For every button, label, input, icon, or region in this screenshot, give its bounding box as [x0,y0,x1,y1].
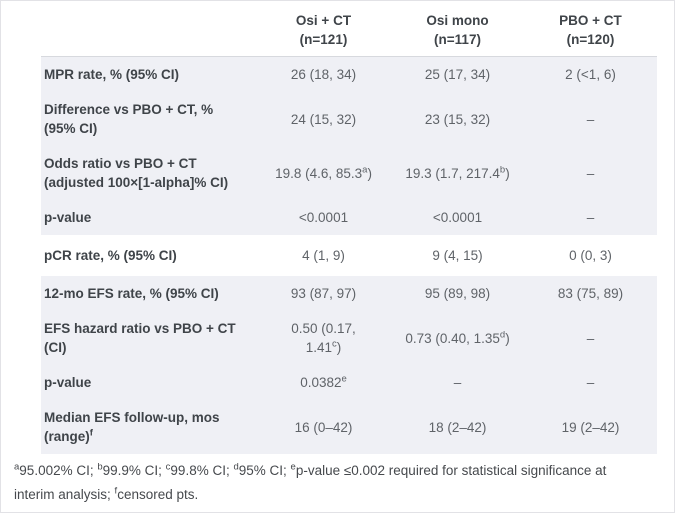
cell-value: – [586,165,595,181]
cell-value: 16 (0–42) [294,419,353,435]
row-label: p-value [44,210,92,225]
table-row: pCR rate, % (95% CI) 4 (1, 9) 9 (4, 15) 0 (… [41,235,657,276]
cell-value: 23 (15, 32) [424,111,491,127]
row-label: pCR rate, % (95% CI) [44,248,177,263]
column-header-n: (n=120) [566,32,615,47]
cell-value: 0.50 (0.17, 1.41c) [291,321,356,355]
table-row: p-value <0.0001 <0.0001 – [41,200,657,235]
cell-value: 24 (15, 32) [290,111,357,127]
column-header-n: (n=121) [299,32,348,47]
cell-value: 0 (0, 3) [569,248,612,263]
column-header-osi-ct: Osi + CT (n=121) [256,11,391,49]
cell-value: 25 (17, 34) [424,67,491,82]
table-row: MPR rate, % (95% CI) 26 (18, 34) 25 (17, 3… [41,57,657,92]
cell-value: – [586,330,595,346]
table-row: 12-mo EFS rate, % (95% CI) 93 (87, 97) 95 … [41,276,657,311]
cell-value: 83 (75, 89) [557,286,624,301]
column-header-pbo-ct: PBO + CT (n=120) [524,11,657,49]
cell-value: 19 (2–42) [561,419,620,435]
column-header-title: Osi mono [426,13,489,28]
cell-value: <0.0001 [432,210,483,225]
cell-value: 0.73 (0.40, 1.35d) [405,329,510,346]
cell-value: 2 (<1, 6) [565,67,616,82]
table-row: Median EFS follow-up, mos (range)f 16 (0–… [41,400,657,454]
table-row: Odds ratio vs PBO + CT (adjusted 100×[1-… [41,146,657,200]
column-header-n: (n=117) [434,32,481,47]
cell-value: 95 (89, 98) [424,286,491,301]
row-label: Median EFS follow-up, mos (range)f [44,410,220,444]
row-label: EFS hazard ratio vs PBO + CT (CI) [44,321,236,355]
cell-value: 19.3 (1.7, 217.4b) [405,164,510,181]
cell-value: 93 (87, 97) [290,286,357,301]
row-label: Difference vs PBO + CT, % (95% CI) [44,102,214,136]
cell-value: – [453,375,462,390]
cell-value: – [586,210,595,225]
cell-value: 26 (18, 34) [290,67,357,82]
row-label: Odds ratio vs PBO + CT (adjusted 100×[1-… [44,156,229,190]
table-header-row: Osi + CT (n=121) Osi mono (n=117) PBO + … [41,1,657,56]
row-label: 12-mo EFS rate, % (95% CI) [44,286,219,301]
table-row: p-value 0.0382e – – [41,365,657,400]
column-header-title: PBO + CT [559,13,622,28]
cell-value: – [586,111,595,127]
table-body: MPR rate, % (95% CI) 26 (18, 34) 25 (17, 3… [41,56,657,454]
table-row: EFS hazard ratio vs PBO + CT (CI) 0.50 (0… [41,311,657,365]
column-header-title: Osi + CT [295,13,352,28]
cell-value: – [586,375,595,390]
table-row: Difference vs PBO + CT, % (95% CI) 24 (15… [41,92,657,146]
cell-value: 19.8 (4.6, 85.3a) [275,164,372,181]
row-label: p-value [44,375,92,390]
row-label: MPR rate, % (95% CI) [44,67,180,82]
row-label-column-spacer [41,11,256,49]
cell-value: 18 (2–42) [428,419,487,435]
cell-value: 0.0382e [300,373,347,390]
column-header-osi-mono: Osi mono (n=117) [391,11,524,49]
footnote: a95.002% CI; b99.9% CI; c99.8% CI; d95% … [14,461,607,502]
cell-value: <0.0001 [298,210,349,225]
clinical-results-table: Osi + CT (n=121) Osi mono (n=117) PBO + … [41,1,657,454]
cell-value: 9 (4, 15) [432,248,483,263]
cell-value: 4 (1, 9) [302,248,345,263]
